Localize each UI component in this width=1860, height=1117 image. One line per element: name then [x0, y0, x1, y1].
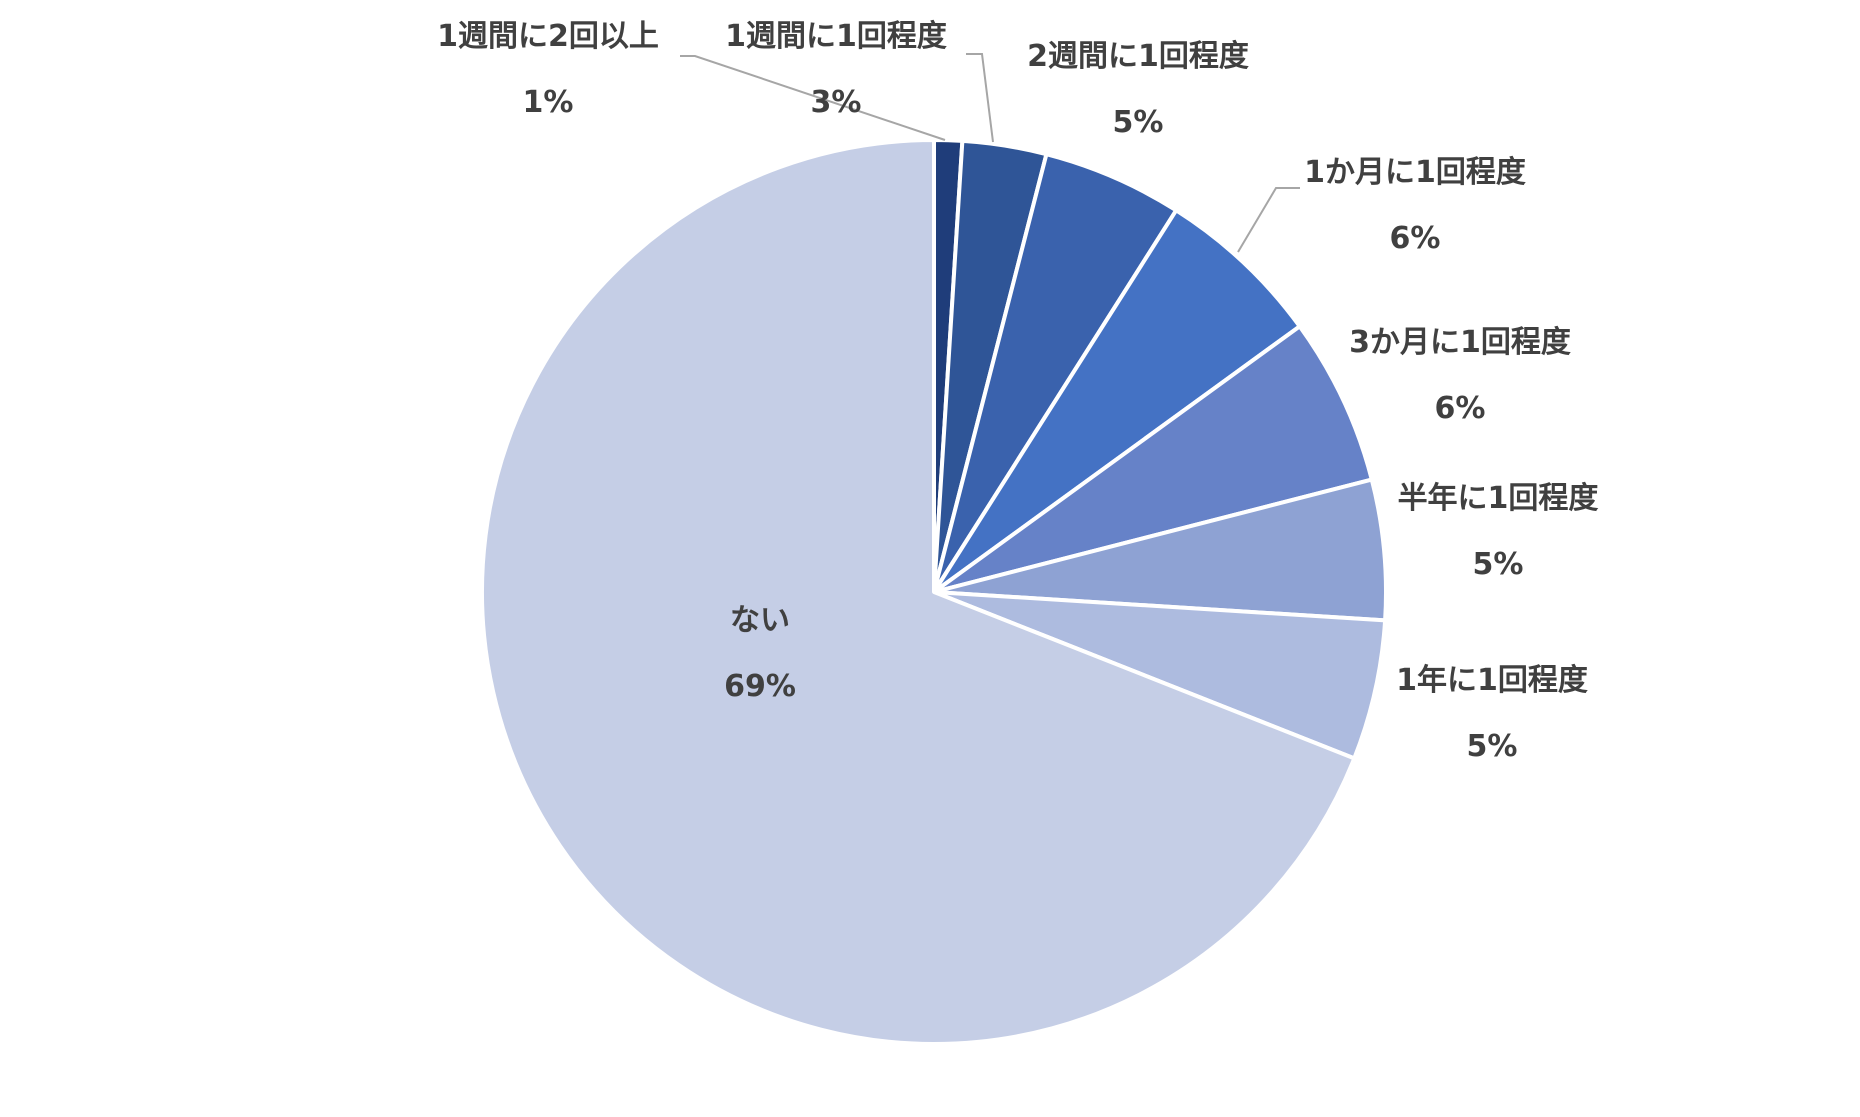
pie-slice	[932, 208, 1302, 594]
slice-label-name: 1週間に2回以上	[437, 19, 659, 54]
pie-slice	[932, 152, 1179, 594]
slice-label-percent: 6%	[1390, 221, 1441, 256]
slice-label-name: 3か月に1回程度	[1349, 325, 1571, 360]
pie-slice	[932, 477, 1388, 623]
slice-label-name: 1か月に1回程度	[1304, 155, 1526, 190]
pie-slice	[480, 138, 1357, 1046]
slice-label-percent: 5%	[1473, 547, 1524, 582]
slice-label-percent: 69%	[724, 669, 796, 704]
slice-label-percent: 6%	[1435, 391, 1486, 426]
pie-slice	[932, 324, 1374, 594]
pie-slice	[932, 590, 1388, 761]
slice-label-name: 2週間に1回程度	[1027, 39, 1249, 74]
slice-label-percent: 5%	[1467, 729, 1518, 764]
leader-lines	[680, 53, 1300, 253]
slice-label-name: 1年に1回程度	[1396, 663, 1588, 698]
leader-line	[1237, 187, 1300, 253]
slice-label-name: ない	[730, 603, 790, 638]
pie-slices	[480, 137, 1388, 1046]
leader-line	[680, 55, 946, 141]
leader-line	[966, 53, 994, 143]
slice-label-percent: 1%	[523, 85, 574, 120]
slice-label-name: 半年に1回程度	[1398, 481, 1599, 516]
slice-labels: 1週間に2回以上 1% 1週間に1回程度 3% 2週間に1回程度 5% 1か月に1回程度 6%…	[437, 19, 1598, 764]
slice-label-name: 1週間に1回程度	[725, 19, 947, 54]
slice-label-percent: 5%	[1113, 105, 1164, 140]
slice-label-percent: 3%	[811, 85, 862, 120]
